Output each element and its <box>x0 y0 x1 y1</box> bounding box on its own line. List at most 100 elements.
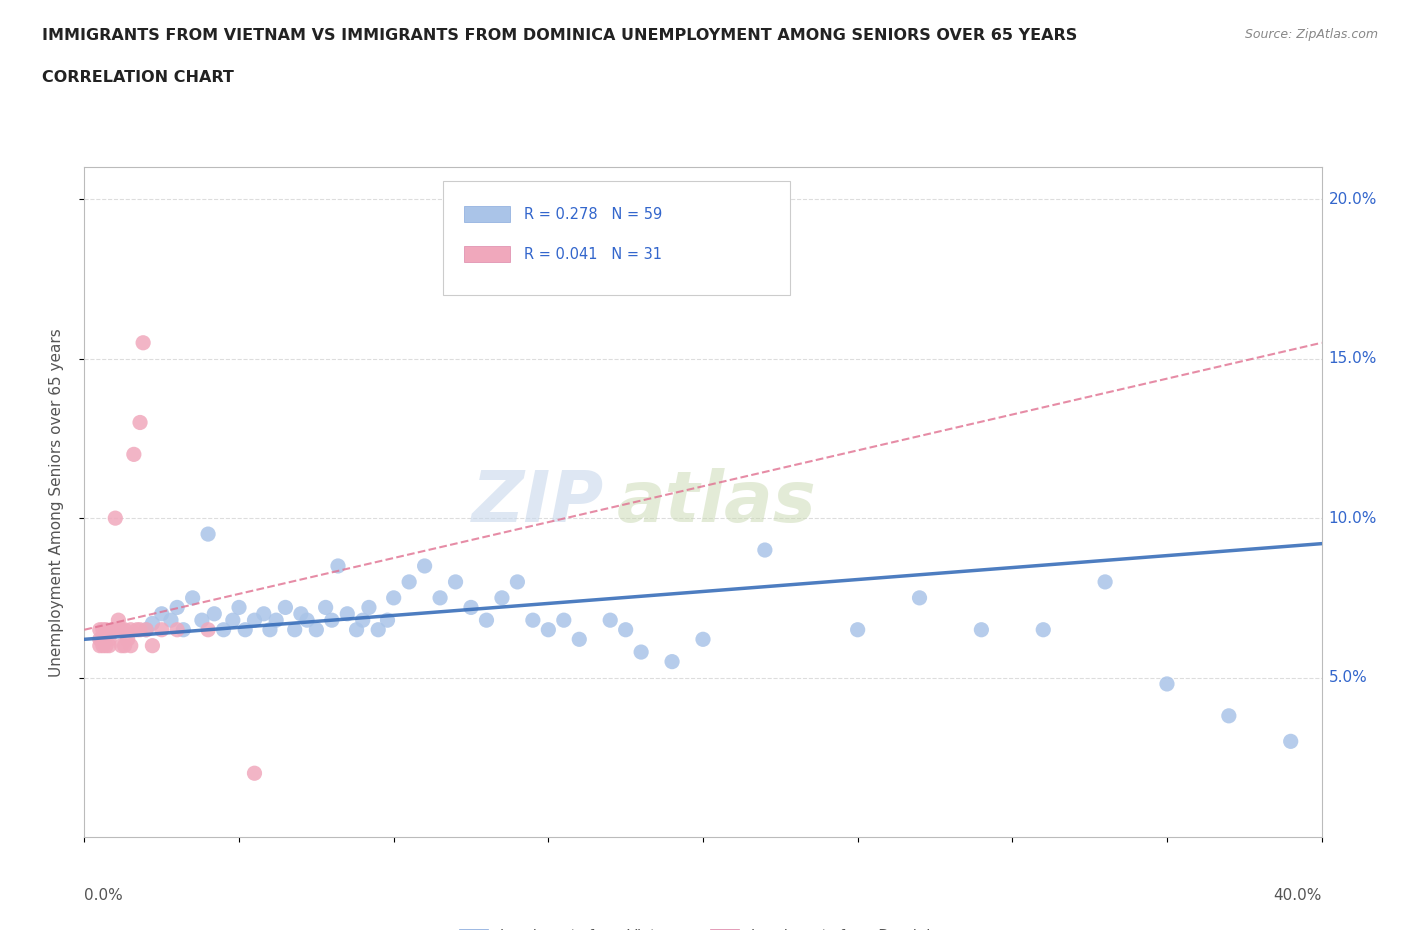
Point <box>197 622 219 637</box>
Point <box>413 559 436 574</box>
Point <box>599 613 621 628</box>
Point <box>120 638 142 653</box>
Point <box>125 622 148 637</box>
Point <box>222 613 245 628</box>
Point <box>98 631 121 646</box>
Point <box>630 644 652 659</box>
Point <box>129 415 152 430</box>
Point <box>233 622 256 637</box>
Point <box>661 654 683 669</box>
Point <box>336 606 359 621</box>
Y-axis label: Unemployment Among Seniors over 65 years: Unemployment Among Seniors over 65 years <box>49 328 63 677</box>
Point <box>107 613 129 628</box>
Point <box>305 622 328 637</box>
Point <box>274 600 297 615</box>
Point <box>326 559 349 574</box>
FancyBboxPatch shape <box>464 246 510 262</box>
Point <box>98 638 121 653</box>
Point <box>1032 622 1054 637</box>
Point <box>141 638 163 653</box>
Point <box>94 638 117 653</box>
Point <box>491 591 513 605</box>
Text: IMMIGRANTS FROM VIETNAM VS IMMIGRANTS FROM DOMINICA UNEMPLOYMENT AMONG SENIORS O: IMMIGRANTS FROM VIETNAM VS IMMIGRANTS FR… <box>42 28 1077 43</box>
Point <box>522 613 544 628</box>
Point <box>692 631 714 646</box>
Point <box>970 622 993 637</box>
Point <box>1279 734 1302 749</box>
Point <box>259 622 281 637</box>
Point <box>352 613 374 628</box>
Point <box>382 591 405 605</box>
Point <box>114 638 136 653</box>
Text: 20.0%: 20.0% <box>1329 192 1376 206</box>
Text: ZIP: ZIP <box>472 468 605 537</box>
Point <box>141 616 163 631</box>
Point <box>429 591 451 605</box>
Point <box>150 622 173 637</box>
Point <box>377 613 399 628</box>
Point <box>553 613 575 628</box>
Point <box>346 622 368 637</box>
Point <box>398 575 420 590</box>
Point <box>94 622 117 637</box>
Point <box>166 622 188 637</box>
Point <box>568 631 591 646</box>
Point <box>104 622 127 637</box>
Legend: Immigrants from Vietnam, Immigrants from Dominica: Immigrants from Vietnam, Immigrants from… <box>453 923 953 930</box>
Point <box>290 606 312 621</box>
Point <box>166 600 188 615</box>
Point <box>284 622 307 637</box>
Point <box>114 622 136 637</box>
Text: 40.0%: 40.0% <box>1274 888 1322 903</box>
Point <box>846 622 869 637</box>
Point <box>243 765 266 780</box>
Point <box>122 447 145 462</box>
Point <box>315 600 337 615</box>
Text: 15.0%: 15.0% <box>1329 352 1376 366</box>
Point <box>243 613 266 628</box>
Point <box>181 591 204 605</box>
Point <box>104 511 127 525</box>
Text: 5.0%: 5.0% <box>1329 671 1368 685</box>
Point <box>172 622 194 637</box>
Point <box>506 575 529 590</box>
Point <box>91 638 114 653</box>
Point <box>101 622 124 637</box>
Point <box>110 622 132 637</box>
Point <box>191 613 214 628</box>
Point <box>475 613 498 628</box>
Point <box>367 622 389 637</box>
Text: atlas: atlas <box>616 468 815 537</box>
Point <box>135 622 157 637</box>
Point <box>135 622 157 637</box>
Point <box>120 622 142 637</box>
Point <box>1156 676 1178 691</box>
Point <box>89 622 111 637</box>
Point <box>357 600 380 615</box>
Point <box>117 631 139 646</box>
Point <box>91 622 114 637</box>
Point <box>129 622 152 637</box>
Point <box>202 606 225 621</box>
Point <box>754 542 776 557</box>
Text: R = 0.278   N = 59: R = 0.278 N = 59 <box>524 206 662 221</box>
Point <box>908 591 931 605</box>
FancyBboxPatch shape <box>443 180 790 295</box>
Point <box>295 613 318 628</box>
Point <box>1218 709 1240 724</box>
Text: Source: ZipAtlas.com: Source: ZipAtlas.com <box>1244 28 1378 41</box>
Point <box>264 613 287 628</box>
Point <box>537 622 560 637</box>
FancyBboxPatch shape <box>464 206 510 222</box>
Point <box>150 606 173 621</box>
Point <box>132 336 155 351</box>
Point <box>321 613 343 628</box>
Point <box>89 631 111 646</box>
Point <box>1094 575 1116 590</box>
Text: 0.0%: 0.0% <box>84 888 124 903</box>
Point <box>253 606 276 621</box>
Point <box>460 600 482 615</box>
Point <box>614 622 637 637</box>
Point <box>444 575 467 590</box>
Point <box>160 613 183 628</box>
